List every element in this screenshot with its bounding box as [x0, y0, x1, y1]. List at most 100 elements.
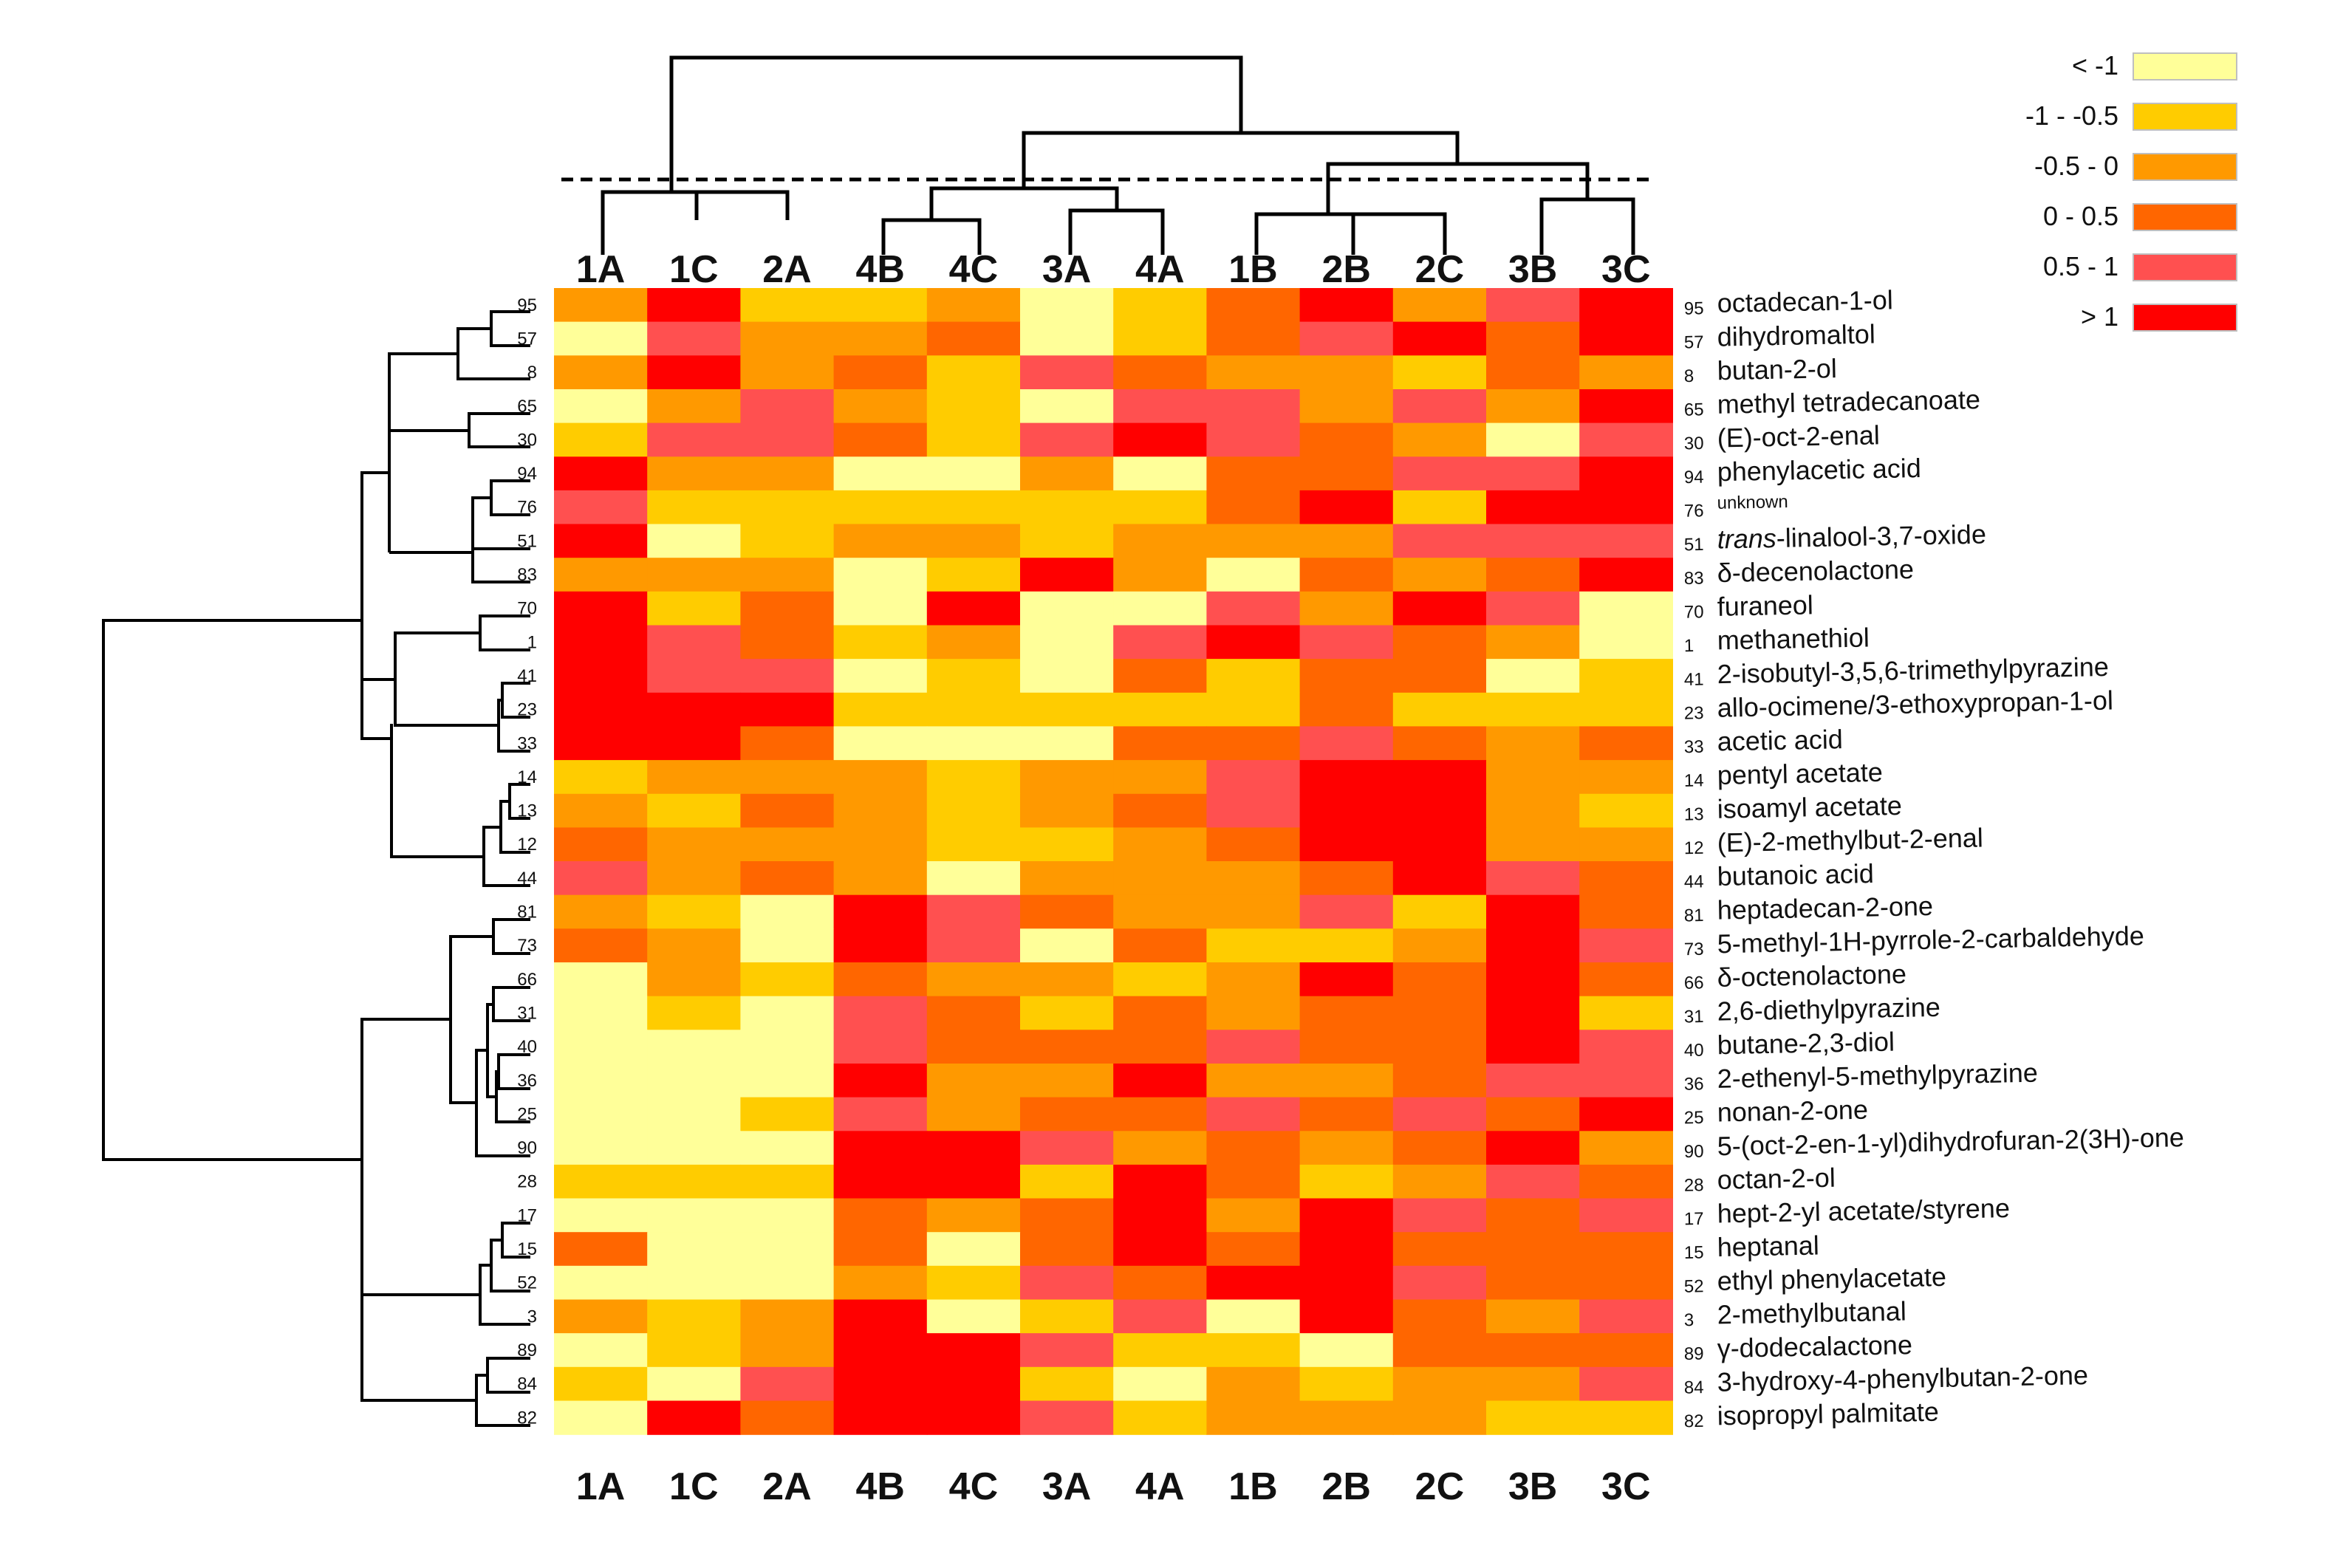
compound-name: γ-dodecalactone: [1717, 1329, 1912, 1363]
heatmap-cell: [554, 558, 648, 592]
compound-name: 2-ethenyl-5-methylpyrazine: [1717, 1058, 2038, 1094]
heatmap-cell: [1206, 861, 1301, 896]
heatmap-cell: [1113, 321, 1207, 356]
heatmap-cell: [833, 827, 928, 862]
heatmap-cell: [1020, 861, 1114, 896]
heatmap-cell: [1113, 827, 1207, 862]
compound-label: 70 furaneol: [1684, 589, 1814, 622]
heatmap-cell: [926, 389, 1021, 424]
heatmap-cell: [1299, 1299, 1394, 1334]
legend-label: -0.5 - 0: [2034, 151, 2118, 181]
compound-name: butan-2-ol: [1717, 353, 1837, 386]
heatmap-cell: [1579, 1299, 1673, 1334]
compound-label: 36 2-ethenyl-5-methylpyrazine: [1684, 1058, 2039, 1095]
compound-label: 90 5-(oct-2-en-1-yl)dihydrofuran-2(3H)-on…: [1684, 1122, 2185, 1162]
heatmap-cell: [647, 422, 741, 457]
compound-number: 44: [1684, 872, 1704, 892]
heatmap-cell: [740, 422, 835, 457]
heatmap-cell: [1486, 1131, 1580, 1165]
heatmap-cell: [1113, 928, 1207, 963]
heatmap-cell: [926, 456, 1021, 491]
heatmap-cell: [1020, 389, 1114, 424]
compound-label: 3 2-methylbutanal: [1684, 1296, 1907, 1331]
heatmap-cell: [1206, 288, 1301, 323]
heatmap-cell: [554, 1131, 648, 1165]
compound-name: hept-2-yl acetate/styrene: [1717, 1193, 2010, 1229]
heatmap-cell: [1206, 793, 1301, 829]
heatmap-cell: [554, 1164, 648, 1199]
compound-label: 73 5-methyl-1H-pyrrole-2-carbaldehyde: [1684, 920, 2145, 959]
compound-name: isoamyl acetate: [1717, 790, 1902, 824]
heatmap-cell: [1113, 692, 1207, 727]
heatmap-cell: [1579, 793, 1673, 829]
heatmap-cell: [1206, 389, 1301, 424]
heatmap-cell: [647, 1265, 741, 1301]
compound-name: butane-2,3-diol: [1717, 1027, 1895, 1061]
heatmap-cell: [1486, 659, 1580, 694]
heatmap-cell: [926, 962, 1021, 997]
heatmap-cell: [1206, 1333, 1301, 1368]
heatmap-cell: [1486, 1366, 1580, 1402]
heatmap-cell: [1486, 1232, 1580, 1267]
heatmap-cell: [740, 793, 835, 829]
heatmap-cell: [740, 1198, 835, 1233]
heatmap-cell: [1113, 1232, 1207, 1267]
heatmap-cell: [1579, 861, 1673, 896]
heatmap-cell: [1113, 894, 1207, 929]
heatmap-cell: [1392, 996, 1487, 1030]
heatmap-cell: [926, 1265, 1021, 1301]
compound-number: 41: [1684, 669, 1704, 690]
heatmap-cell: [1579, 760, 1673, 795]
heatmap-cell: [1486, 760, 1580, 795]
heatmap-cell: [1020, 1299, 1114, 1334]
heatmap-cell: [647, 894, 741, 929]
legend-swatch: [2133, 103, 2237, 131]
heatmap-cell: [740, 288, 835, 323]
column-label: 1C: [669, 1465, 718, 1508]
heatmap-cell: [1486, 1400, 1580, 1435]
heatmap-cell: [1392, 1164, 1487, 1199]
legend-swatch: [2133, 304, 2237, 332]
compound-name: 5-(oct-2-en-1-yl)dihydrofuran-2(3H)-one: [1717, 1122, 2184, 1161]
heatmap-cell: [1299, 894, 1394, 929]
heatmap-cell: [740, 861, 835, 896]
compound-number: 66: [1684, 973, 1704, 993]
heatmap-cell: [554, 355, 648, 390]
heatmap-cell: [647, 962, 741, 997]
heatmap-cell: [926, 1164, 1021, 1199]
heatmap-cell: [647, 659, 741, 694]
heatmap-cell: [1392, 1400, 1487, 1435]
compound-name: pentyl acetate: [1717, 757, 1883, 790]
heatmap-cell: [1392, 524, 1487, 558]
heatmap-cell: [926, 726, 1021, 761]
heatmap-cell: [1206, 1400, 1301, 1435]
heatmap-cell: [1113, 861, 1207, 896]
heatmap-cell: [740, 321, 835, 356]
compound-label: 33 acetic acid: [1684, 724, 1844, 757]
compound-name: acetic acid: [1717, 724, 1843, 756]
compound-name: 5-methyl-1H-pyrrole-2-carbaldehyde: [1717, 920, 2144, 959]
compound-number: 95: [1684, 298, 1704, 319]
heatmap-cell: [554, 1400, 648, 1435]
column-label: 2B: [1321, 1465, 1370, 1508]
heatmap-cell: [1020, 692, 1114, 727]
heatmap-cell: [1579, 490, 1673, 525]
compound-name: methanethiol: [1717, 622, 1870, 655]
heatmap-cell: [647, 321, 741, 356]
heatmap-cell: [926, 558, 1021, 592]
heatmap-cell: [1486, 1333, 1580, 1368]
heatmap-cell: [1206, 1265, 1301, 1301]
heatmap-cell: [1299, 726, 1394, 761]
heatmap-cell: [740, 928, 835, 963]
compound-name-italic: trans: [1717, 523, 1776, 555]
compound-label: 89 γ-dodecalactone: [1684, 1329, 1913, 1364]
heatmap-cell: [1392, 726, 1487, 761]
column-label: 1C: [669, 248, 718, 291]
compound-number: 17: [1684, 1209, 1704, 1230]
heatmap-cell: [926, 591, 1021, 626]
heatmap-cell: [833, 456, 928, 491]
heatmap-cell: [1020, 524, 1114, 558]
column-dendrogram: [601, 55, 1635, 255]
heatmap-cell: [740, 558, 835, 592]
heatmap-cell: [1020, 558, 1114, 592]
